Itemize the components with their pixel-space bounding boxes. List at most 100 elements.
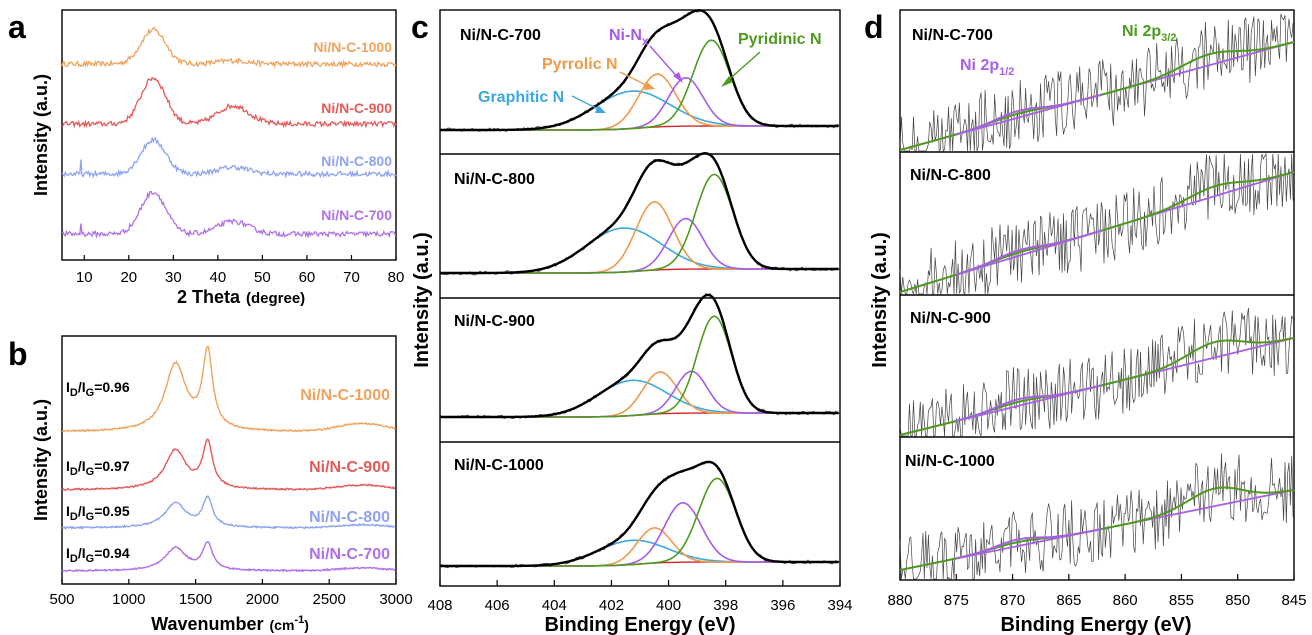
d-fit-p12-1 [956,229,1102,276]
c-comp-pyridinic-2 [440,315,839,418]
b-tick-label-500: 500 [49,591,74,608]
b-xlabel: Wavenumber (cm-1) [151,614,309,634]
b-ratio-800: ID/IG=0.95 [66,503,130,523]
panel-a-curves [61,26,397,239]
c-comp-pyrrolic-1 [440,201,839,274]
b-label-800: Ni/N-C-800 [309,509,390,526]
a-label-700: Ni/N-C-700 [321,207,392,223]
d-tick-label-860: 860 [1113,592,1138,609]
panel-c-curves [439,9,841,569]
a-tick-label-40: 40 [210,269,227,286]
c-xlabel: Binding Energy (eV) [544,614,735,635]
a-tick-label-20: 20 [120,269,137,286]
c-envelope-2 [440,293,839,419]
d-fit-p12-3 [956,528,1102,560]
c-label-pyridinic: Pyridinic N [738,31,822,48]
d-tick-label-855: 855 [1169,592,1194,609]
panel-c: c 408 406 404 402 400 398 396 394 Ni/N-C-700 Ni… [411,9,853,635]
svg-text:ID/IG=0.95: ID/IG=0.95 [66,503,130,523]
c-envelope-0 [440,9,839,132]
a-tick-label-50: 50 [254,269,271,286]
c-label-nix: Ni-Nx [609,27,649,48]
b-tick-label-1500: 1500 [179,591,212,608]
panel-a: a 10 20 30 40 50 60 70 80 Ni/N-C-1000 Ni/N-C-90… [8,9,404,307]
c-comp-pyrrolic-2 [440,371,839,418]
b-ratio-900: ID/IG=0.97 [66,458,130,478]
d-raw-2 [899,307,1294,437]
a-label-800: Ni/N-C-800 [321,153,392,169]
c-label-graphitic: Graphitic N [478,89,564,106]
a-xlabel-main: 2 Theta [177,287,241,307]
c-tick-label-400: 400 [656,597,681,614]
c-comp-graphitic-1 [440,227,839,274]
a-tick-label-70: 70 [343,269,360,286]
d-sample-1000: Ni/N-C-1000 [905,453,995,470]
c-tick-label-404: 404 [542,597,567,614]
d-tick-label-865: 865 [1056,592,1081,609]
svg-text:ID/IG=0.94: ID/IG=0.94 [66,545,130,565]
panel-d-ticks: 880 875 870 865 860 855 850 845 [887,574,1307,609]
d-fit-p12-2 [956,384,1102,422]
c-label-pyrrolic: Pyrrolic N [542,56,618,73]
panel-c-ticks: 408 406 404 402 400 398 396 394 [427,580,853,614]
svg-text:Wavenumber(cm-1): Wavenumber (cm-1) [151,614,309,634]
d-raw-0 [899,13,1294,153]
b-label-700: Ni/N-C-700 [309,546,390,563]
a-tick-label-80: 80 [388,269,405,286]
a-tick-label-10: 10 [76,269,93,286]
c-arrow-nix [649,45,681,81]
panel-b-letter: b [8,336,28,372]
d-tick-label-845: 845 [1281,592,1306,609]
c-comp-pyridinic-0 [440,39,839,131]
b-tick-label-2000: 2000 [246,591,279,608]
d-tick-label-880: 880 [887,592,912,609]
c-sample-1000: Ni/N-C-1000 [454,457,544,474]
d-raw-1 [899,152,1294,296]
b-tick-label-1000: 1000 [112,591,145,608]
a-tick-label-30: 30 [165,269,182,286]
c-tick-label-408: 408 [427,597,452,614]
b-ratio-1000: ID/IG=0.96 [66,379,130,399]
b-curve-Ni-N-C-1000 [61,345,397,433]
svg-text:ID/IG=0.97: ID/IG=0.97 [66,458,130,478]
panel-d-curves [899,13,1295,580]
d-ylabel: Intensity (a.u.) [869,232,891,368]
d-label-p12: Ni 2p1/2 [960,57,1014,78]
d-fit-p12-0 [956,93,1102,136]
panel-b-curves [61,345,397,573]
b-label-900: Ni/N-C-900 [309,459,390,476]
c-arrowhead-graphitic [595,105,606,113]
c-ylabel: Intensity (a.u.) [411,232,433,368]
c-envelope-3 [440,460,839,568]
panel-b-frame [61,335,397,585]
c-tick-label-394: 394 [827,597,852,614]
d-tick-label-875: 875 [944,592,969,609]
d-sample-700: Ni/N-C-700 [912,27,993,44]
a-tick-label-60: 60 [299,269,316,286]
b-curve-Ni-N-C-800 [61,494,396,530]
d-raw-3 [899,453,1294,580]
c-tick-label-398: 398 [713,597,738,614]
c-arrowhead-pyridinic [721,76,733,87]
b-curve-Ni-N-C-900 [61,438,397,491]
d-sample-800: Ni/N-C-800 [910,167,991,184]
svg-text:ID/IG=0.96: ID/IG=0.96 [66,379,130,399]
a-curve-Ni-N-C-900 [61,76,397,129]
a-curve-Ni-N-C-700 [61,190,397,239]
b-tick-label-2500: 2500 [313,591,346,608]
c-envelope-1 [440,151,839,275]
c-comp-nix-1 [440,217,839,274]
panel-a-letter: a [8,9,26,45]
panel-d: d 880 875 870 865 860 855 850 845 Ni/N-C-700 Ni… [864,9,1307,635]
a-curve-Ni-N-C-800 [61,136,397,179]
c-sample-700: Ni/N-C-700 [460,27,541,44]
c-raw-3 [439,460,841,569]
panel-a-ticks: 10 20 30 40 50 60 70 80 [76,255,404,286]
c-tick-label-396: 396 [770,597,795,614]
b-tick-label-3000: 3000 [379,591,412,608]
c-arrowhead-nix [673,72,683,83]
b-curve-Ni-N-C-700 [61,540,397,573]
c-tick-label-406: 406 [485,597,510,614]
a-label-1000: Ni/N-C-1000 [313,39,392,55]
c-comp-pyridinic-3 [440,477,839,567]
